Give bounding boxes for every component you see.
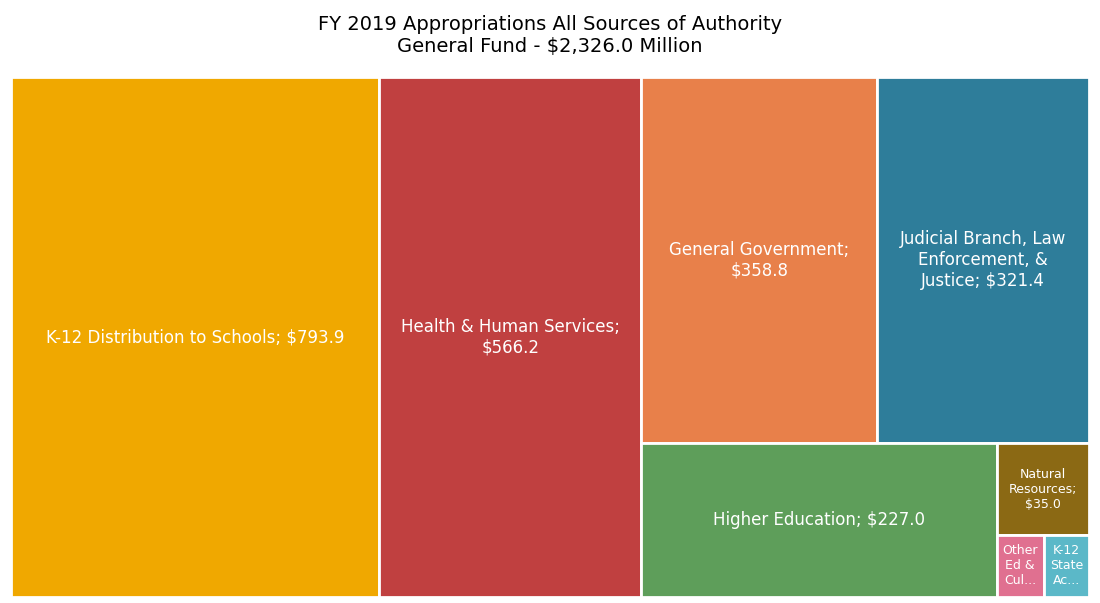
Bar	[1044, 535, 1089, 597]
Text: Health & Human Services;
$566.2: Health & Human Services; $566.2	[400, 318, 619, 356]
Bar	[997, 443, 1089, 535]
Bar	[641, 77, 878, 443]
Text: General Government;
$358.8: General Government; $358.8	[669, 241, 849, 280]
Text: FY 2019 Appropriations All Sources of Authority
General Fund - $2,326.0 Million: FY 2019 Appropriations All Sources of Au…	[318, 15, 782, 56]
Text: K-12
State
Ac...: K-12 State Ac...	[1049, 545, 1082, 587]
Text: K-12 Distribution to Schools; $793.9: K-12 Distribution to Schools; $793.9	[46, 328, 344, 346]
Bar	[11, 77, 378, 597]
Bar	[878, 77, 1089, 443]
Text: Higher Education; $227.0: Higher Education; $227.0	[713, 511, 925, 529]
Bar	[378, 77, 641, 597]
Text: Other
Ed &
Cul...: Other Ed & Cul...	[1002, 545, 1038, 587]
Text: Natural
Resources;
$35.0: Natural Resources; $35.0	[1009, 467, 1077, 511]
Text: Judicial Branch, Law
Enforcement, &
Justice; $321.4: Judicial Branch, Law Enforcement, & Just…	[900, 230, 1066, 290]
Bar	[641, 443, 997, 597]
Bar	[997, 535, 1044, 597]
